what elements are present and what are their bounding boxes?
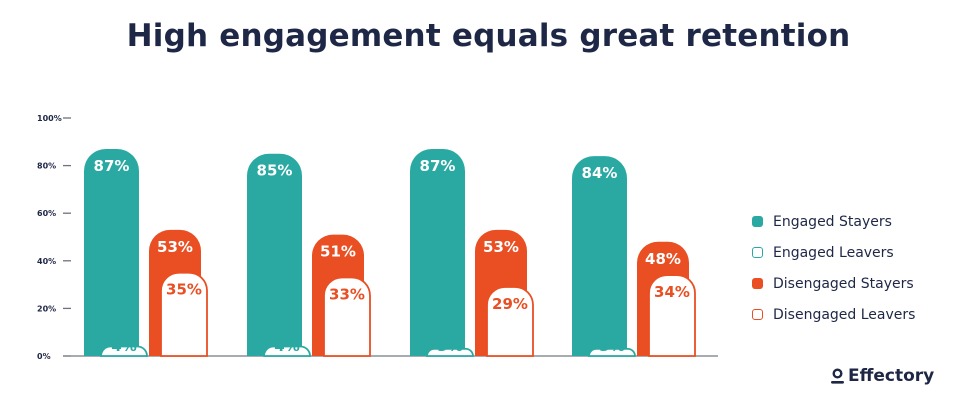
bar-engaged-leavers [588,347,636,357]
person-icon [831,368,844,384]
y-tick-label: 20% [37,304,56,313]
data-label-engaged-stayers: 87% [420,157,456,175]
legend-swatch-engaged-stayers [752,216,763,227]
bar-disengaged-leavers [323,276,371,357]
bar-engaged-stayers [84,148,139,356]
data-label-engaged-leavers: 4% [274,337,299,355]
data-label-disengaged-leavers: 34% [654,283,690,301]
bar-engaged-stayers [410,148,465,356]
data-label-disengaged-leavers: 35% [166,281,202,299]
y-tick-label: 0% [37,352,51,361]
data-label-disengaged-leavers: 33% [329,285,365,303]
data-label-disengaged-stayers: 53% [483,238,519,256]
y-tick-label: 40% [37,257,56,266]
data-label-disengaged-leavers: 29% [492,295,528,313]
data-label-engaged-stayers: 85% [257,162,293,180]
data-label-engaged-stayers: 87% [94,157,130,175]
chart-legend: Engaged Stayers Engaged Leavers Disengag… [752,206,915,330]
legend-item-disengaged-leavers: Disengaged Leavers [752,299,915,330]
legend-swatch-engaged-leavers [752,247,763,258]
bar-engaged-stayers [572,156,627,356]
brand-name: Effectory [848,366,935,386]
legend-item-disengaged-stayers: Disengaged Stayers [752,268,915,299]
y-tick-label: 80% [37,162,56,171]
data-label-disengaged-stayers: 51% [320,243,356,261]
legend-swatch-disengaged-leavers [752,309,763,320]
legend-label-disengaged-leavers: Disengaged Leavers [773,306,916,323]
legend-item-engaged-stayers: Engaged Stayers [752,206,915,237]
data-label-disengaged-stayers: 53% [157,238,193,256]
bar-disengaged-leavers [648,274,696,357]
legend-label-engaged-leavers: Engaged Leavers [773,244,894,261]
legend-swatch-disengaged-stayers [752,278,763,289]
y-tick-label: 60% [37,209,56,218]
bar-engaged-leavers [100,345,148,357]
bar-engaged-stayers [247,153,302,356]
data-label-engaged-stayers: 84% [582,164,618,182]
legend-label-engaged-stayers: Engaged Stayers [773,213,892,230]
data-label-disengaged-stayers: 48% [645,250,681,268]
bar-disengaged-leavers [160,271,208,357]
bar-disengaged-leavers [486,286,534,357]
legend-item-engaged-leavers: Engaged Leavers [752,237,915,268]
data-label-engaged-leavers: 3% [437,337,462,355]
chart-title: High engagement equals great retention [126,18,851,54]
data-label-engaged-leavers: 4% [111,337,136,355]
brand-logo: Effectory [830,366,934,386]
legend-label-disengaged-stayers: Disengaged Stayers [773,275,914,292]
data-label-engaged-leavers: 3% [599,337,624,355]
bar-engaged-leavers [263,345,311,357]
y-tick-label: 100% [37,114,62,123]
bar-engaged-leavers [426,347,474,357]
